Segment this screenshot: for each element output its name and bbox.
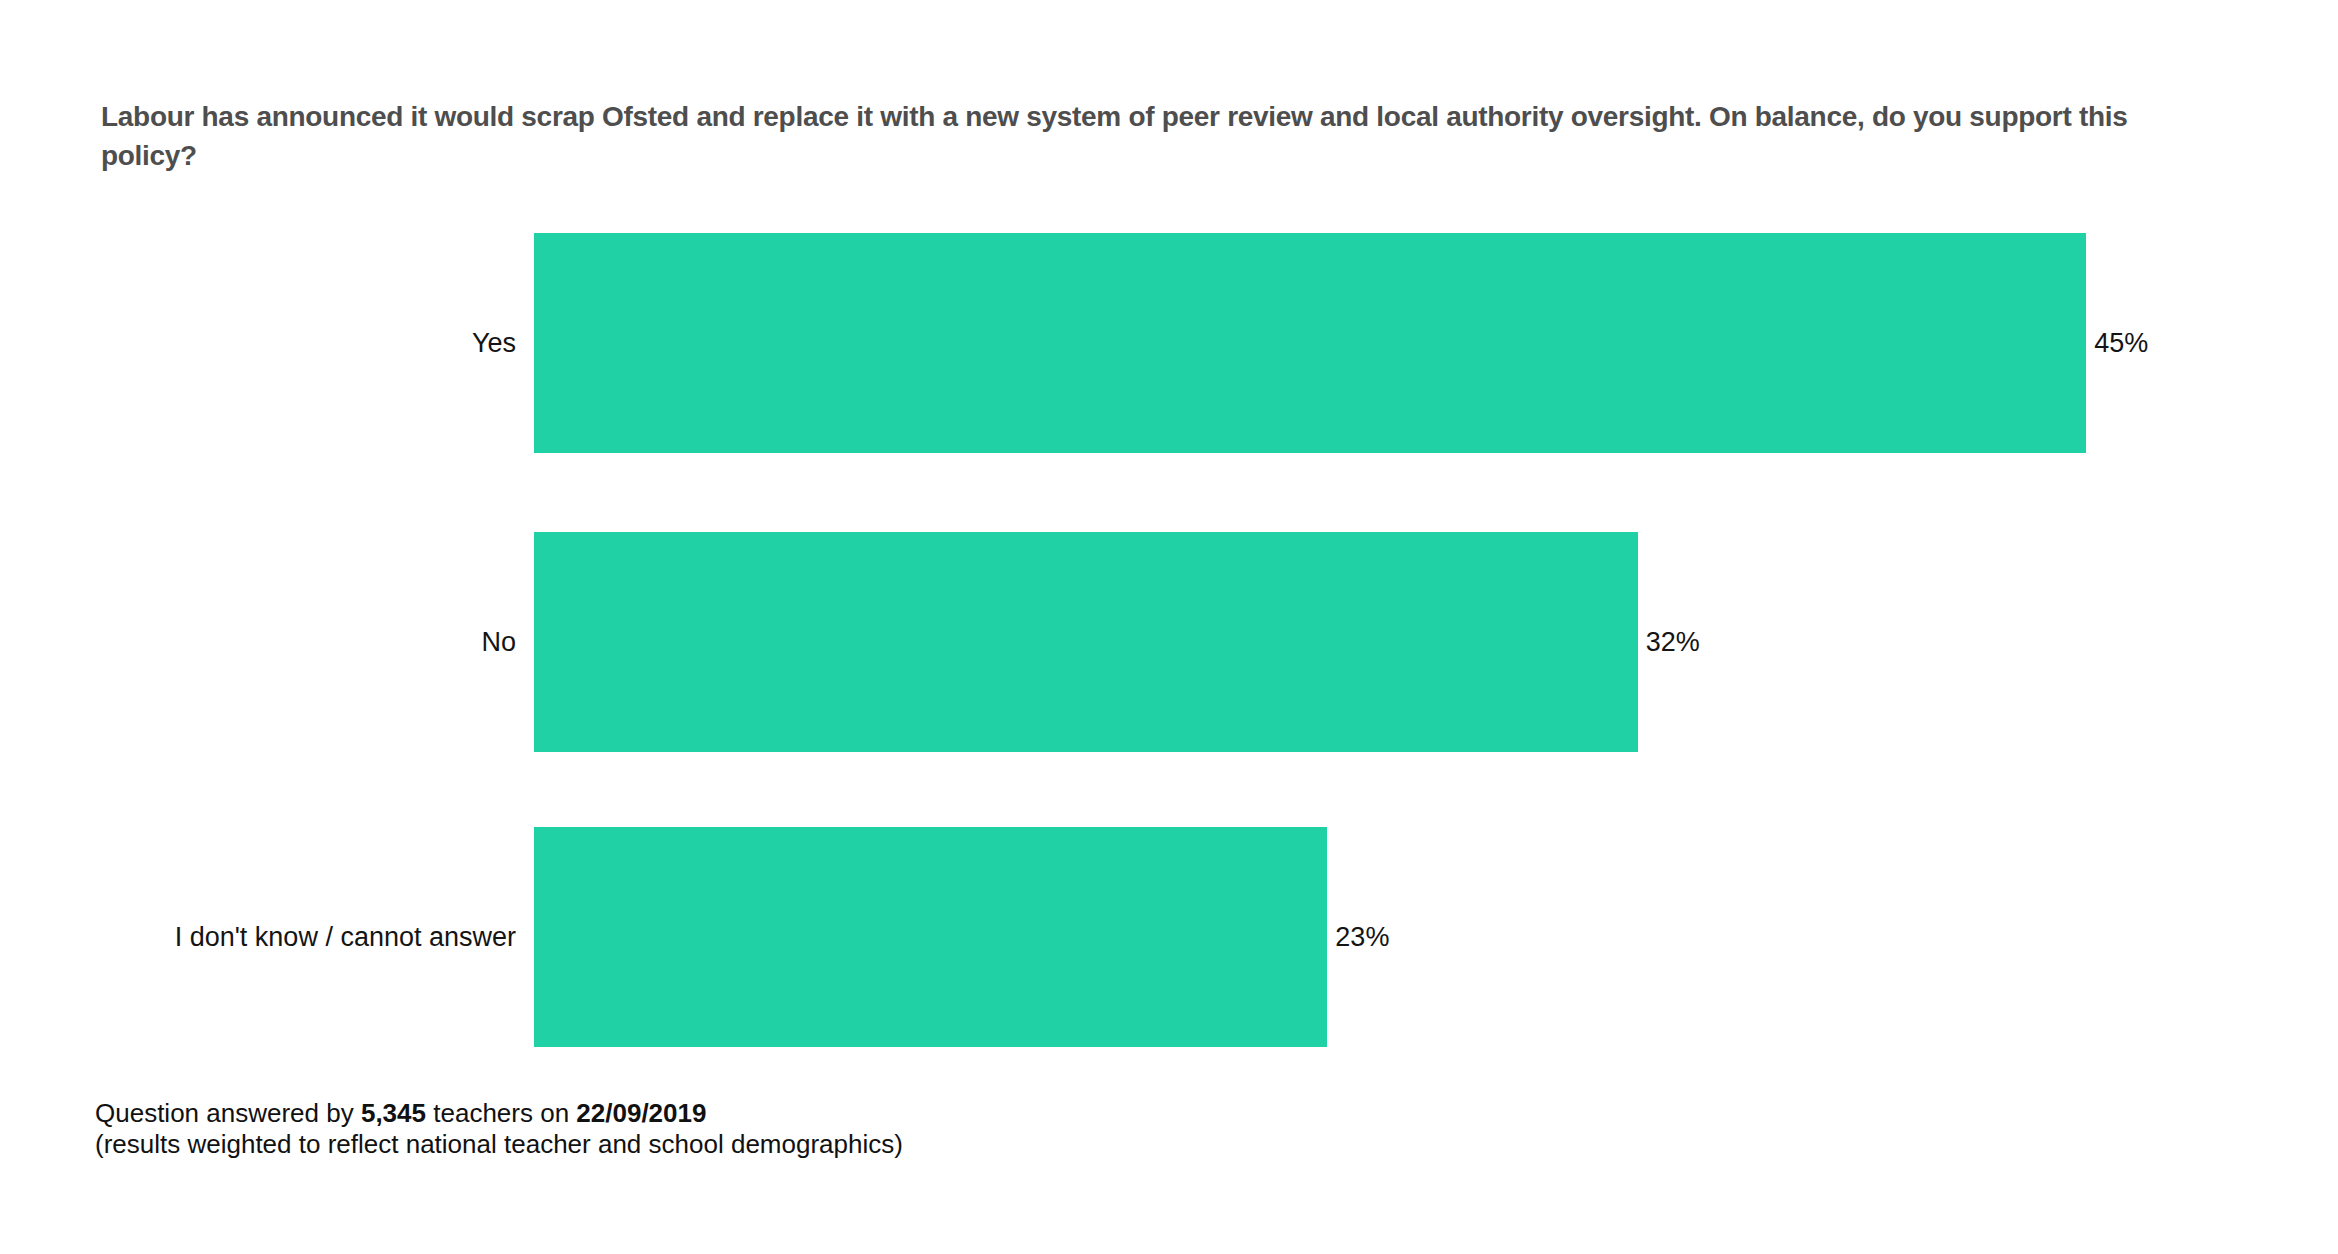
respondent-count: 5,345 bbox=[361, 1098, 426, 1128]
bar-track: 45% bbox=[534, 233, 2338, 453]
bar-track: 32% bbox=[534, 532, 2338, 752]
footnote-line1-prefix: Question answered by bbox=[95, 1098, 361, 1128]
footnote: Question answered by 5,345 teachers on 2… bbox=[95, 1098, 903, 1160]
bar-row-yes: Yes 45% bbox=[0, 233, 2338, 453]
footnote-line2: (results weighted to reflect national te… bbox=[95, 1129, 903, 1160]
survey-chart-page: Labour has announced it would scrap Ofst… bbox=[0, 0, 2338, 1254]
category-label-dont-know: I don't know / cannot answer bbox=[0, 827, 525, 1047]
survey-date: 22/09/2019 bbox=[576, 1098, 706, 1128]
bar-track: 23% bbox=[534, 827, 2338, 1047]
category-label-no: No bbox=[0, 532, 525, 752]
bar-yes bbox=[534, 233, 2086, 453]
value-label-no: 32% bbox=[1646, 627, 1700, 658]
bar-row-dont-know: I don't know / cannot answer 23% bbox=[0, 827, 2338, 1047]
bar-dont-know bbox=[534, 827, 1327, 1047]
value-label-dont-know: 23% bbox=[1335, 922, 1389, 953]
bar-row-no: No 32% bbox=[0, 532, 2338, 752]
value-label-yes: 45% bbox=[2094, 328, 2148, 359]
chart-title: Labour has announced it would scrap Ofst… bbox=[101, 97, 2181, 175]
category-label-yes: Yes bbox=[0, 233, 525, 453]
footnote-line1-middle: teachers on bbox=[426, 1098, 576, 1128]
bar-no bbox=[534, 532, 1638, 752]
footnote-line1: Question answered by 5,345 teachers on 2… bbox=[95, 1098, 903, 1129]
